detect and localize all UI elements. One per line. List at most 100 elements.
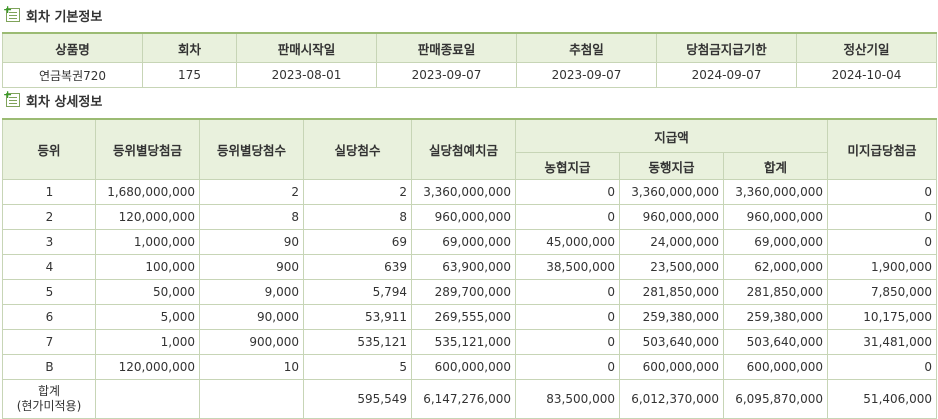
cell-bank-payment: 24,000,000 <box>619 229 724 255</box>
cell-actual-prize: 600,000,000 <box>411 354 516 380</box>
basic-header-row: 상품명 회차 판매시작일 판매종료일 추첨일 당첨금지급기한 정산기일 <box>2 32 937 63</box>
cell-rank: 4 <box>2 254 96 280</box>
basic-info-title: 회차 기본정보 <box>3 3 103 25</box>
table-row: 1 1,680,000,000 2 2 3,360,000,000 0 3,360,000,… <box>2 179 938 205</box>
cell-rank: 6 <box>2 304 96 330</box>
cell-unpaid: 0 <box>827 354 938 380</box>
cell-per-rank-prize: 120,000,000 <box>95 354 200 380</box>
col-header-actual-prize: 실당첨예치금 <box>411 118 516 180</box>
cell-payment-sum: 503,640,000 <box>722 329 829 355</box>
col-header-draw-date: 추첨일 <box>516 32 657 63</box>
detail-info-title-text: 회차 상세정보 <box>26 94 103 110</box>
col-header-rank: 등위 <box>2 118 96 180</box>
basic-data-row: 연금복권720 175 2023-08-01 2023-09-07 2023-0… <box>2 62 937 88</box>
cell-rank: 5 <box>2 279 96 305</box>
table-row: 6 5,000 90,000 53,911 269,555,000 0 259,380,00… <box>2 304 938 330</box>
cell-per-rank-prize: 120,000,000 <box>95 204 200 230</box>
cell-rank: 7 <box>2 329 96 355</box>
total-cell-payment-sum: 6,095,870,000 <box>722 379 829 419</box>
basic-info-title-text: 회차 기본정보 <box>26 9 103 25</box>
cell-nh-payment: 0 <box>515 204 620 230</box>
table-row: 2 120,000,000 8 8 960,000,000 0 960,000,000 960… <box>2 204 938 230</box>
cell-unpaid: 7,850,000 <box>827 279 938 305</box>
cell-sale-end: 2023-09-07 <box>376 62 517 88</box>
cell-bank-payment: 281,850,000 <box>619 279 724 305</box>
cell-nh-payment: 0 <box>515 354 620 380</box>
cell-rank: 3 <box>2 229 96 255</box>
col-header-bank-payment: 동행지급 <box>619 152 724 180</box>
cell-actual-count: 2 <box>303 179 412 205</box>
cell-nh-payment: 0 <box>515 304 620 330</box>
cell-per-rank-count: 900,000 <box>199 329 304 355</box>
col-header-settle-date: 정산기일 <box>796 32 937 63</box>
cell-per-rank-prize: 1,000,000 <box>95 229 200 255</box>
total-cell-unpaid: 51,406,000 <box>827 379 938 419</box>
cell-actual-prize: 535,121,000 <box>411 329 516 355</box>
detail-header-row-2: 농협지급 동행지급 합계 <box>3 152 937 180</box>
cell-actual-prize: 69,000,000 <box>411 229 516 255</box>
cell-bank-payment: 3,360,000,000 <box>619 179 724 205</box>
cell-payment-sum: 69,000,000 <box>722 229 829 255</box>
col-header-pay-deadline: 당첨금지급기한 <box>656 32 797 63</box>
table-row: 3 1,000,000 90 69 69,000,000 45,000,000 24,000… <box>2 229 938 255</box>
table-row: 7 1,000 900,000 535,121 535,121,000 0 503,640,… <box>2 329 938 355</box>
col-header-per-rank-count: 등위별당첨수 <box>199 118 304 180</box>
total-label: 합계 (현가미적용) <box>2 379 96 419</box>
cell-per-rank-count: 2 <box>199 179 304 205</box>
cell-per-rank-count: 9,000 <box>199 279 304 305</box>
cell-pay-deadline: 2024-09-07 <box>656 62 797 88</box>
total-cell-per-rank-count <box>199 379 304 419</box>
col-header-actual-count: 실당첨수 <box>303 118 412 180</box>
cell-actual-count: 535,121 <box>303 329 412 355</box>
cell-draw-date: 2023-09-07 <box>516 62 657 88</box>
cell-rank: 2 <box>2 204 96 230</box>
cell-per-rank-count: 10 <box>199 354 304 380</box>
cell-per-rank-count: 90,000 <box>199 304 304 330</box>
cell-rank: B <box>2 354 96 380</box>
total-label-line2: (현가미적용) <box>16 399 82 413</box>
cell-actual-count: 69 <box>303 229 412 255</box>
col-header-round: 회차 <box>142 32 237 63</box>
cell-sale-start: 2023-08-01 <box>236 62 377 88</box>
cell-bank-payment: 259,380,000 <box>619 304 724 330</box>
cell-actual-prize: 289,700,000 <box>411 279 516 305</box>
cell-bank-payment: 600,000,000 <box>619 354 724 380</box>
cell-payment-sum: 281,850,000 <box>722 279 829 305</box>
detail-info-table: 등위 등위별당첨금 등위별당첨수 실당첨수 실당첨예치금 지급액 미지급당첨금 … <box>2 118 938 419</box>
table-row: 5 50,000 9,000 5,794 289,700,000 0 281,850,000… <box>2 279 938 305</box>
cell-unpaid: 0 <box>827 229 938 255</box>
col-header-payment: 지급액 <box>514 118 829 153</box>
total-cell-actual-prize: 6,147,276,000 <box>411 379 516 419</box>
cell-product: 연금복권720 <box>2 62 143 88</box>
cell-per-rank-prize: 1,680,000,000 <box>95 179 200 205</box>
cell-unpaid: 0 <box>827 204 938 230</box>
document-add-icon <box>3 3 20 22</box>
detail-info-title: 회차 상세정보 <box>3 88 103 110</box>
cell-actual-count: 8 <box>303 204 412 230</box>
cell-bank-payment: 23,500,000 <box>619 254 724 280</box>
total-cell-nh-payment: 83,500,000 <box>515 379 620 419</box>
cell-nh-payment: 0 <box>515 179 620 205</box>
total-cell-actual-count: 595,549 <box>303 379 412 419</box>
cell-per-rank-count: 8 <box>199 204 304 230</box>
cell-actual-prize: 3,360,000,000 <box>411 179 516 205</box>
cell-payment-sum: 600,000,000 <box>722 354 829 380</box>
detail-table-body: 1 1,680,000,000 2 2 3,360,000,000 0 3,360,000,… <box>2 179 938 419</box>
cell-rank: 1 <box>2 179 96 205</box>
cell-payment-sum: 259,380,000 <box>722 304 829 330</box>
col-header-payment-sum: 합계 <box>722 152 829 180</box>
table-row: B 120,000,000 10 5 600,000,000 0 600,000,000 60… <box>2 354 938 380</box>
cell-bank-payment: 960,000,000 <box>619 204 724 230</box>
col-header-product: 상품명 <box>2 32 143 63</box>
cell-payment-sum: 62,000,000 <box>722 254 829 280</box>
col-header-per-rank-prize: 등위별당첨금 <box>95 118 200 180</box>
cell-payment-sum: 960,000,000 <box>722 204 829 230</box>
cell-actual-count: 5 <box>303 354 412 380</box>
cell-nh-payment: 45,000,000 <box>515 229 620 255</box>
cell-nh-payment: 38,500,000 <box>515 254 620 280</box>
cell-nh-payment: 0 <box>515 329 620 355</box>
total-cell-bank-payment: 6,012,370,000 <box>619 379 724 419</box>
col-header-sale-end: 판매종료일 <box>376 32 517 63</box>
cell-actual-count: 5,794 <box>303 279 412 305</box>
col-header-nh-payment: 농협지급 <box>515 152 620 180</box>
